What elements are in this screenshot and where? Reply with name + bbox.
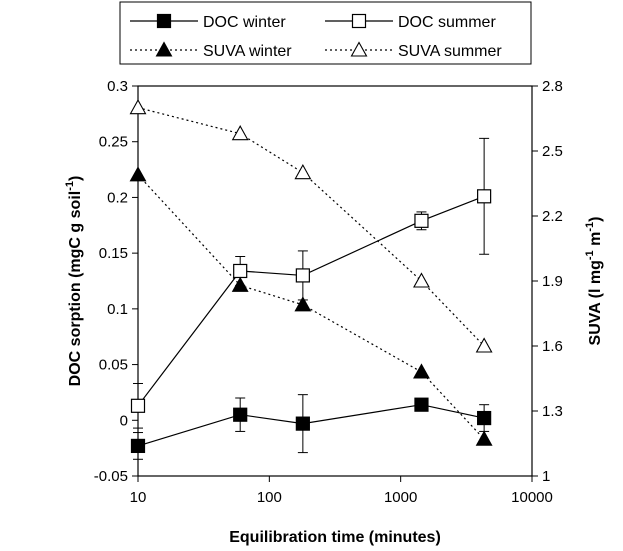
legend-label-suva-winter: SUVA winter <box>203 43 292 60</box>
legend-item-doc-winter: DOC winter <box>130 13 286 31</box>
legend-item-suva-winter: SUVA winter <box>130 41 292 60</box>
right-tick-label: 1.6 <box>542 338 563 355</box>
left-axis-title-end: ) <box>67 176 84 181</box>
series-doc-winter <box>130 394 492 460</box>
left-tick-label: 0.2 <box>107 189 128 206</box>
left-tick-label: 0.1 <box>107 301 128 318</box>
left-axis-title-main: DOC sorption (mgC g soil <box>67 191 84 387</box>
data-point-suva-winter <box>129 166 147 182</box>
data-point-suva-summer <box>294 164 312 180</box>
x-tick-label: 10000 <box>511 489 553 506</box>
data-point-doc-winter <box>477 410 492 426</box>
right-axis-ticks: 1 1.3 1.6 1.9 2.2 2.5 2.8 <box>532 78 563 485</box>
x-tick-label: 100 <box>257 489 282 506</box>
x-axis-ticks: 10 100 1000 10000 <box>130 476 553 506</box>
left-tick-label: 0.3 <box>107 78 128 95</box>
data-point-suva-winter <box>231 276 249 292</box>
left-tick-label: 0.25 <box>99 134 128 151</box>
right-axis-title-end: ) <box>587 217 604 222</box>
right-axis-title-mid: m <box>587 232 604 251</box>
data-point-doc-winter <box>130 438 146 454</box>
right-axis-title: SUVA (l mg-1 m-1) <box>584 217 604 346</box>
data-point-suva-summer <box>475 337 493 353</box>
data-point-suva-summer <box>231 125 249 141</box>
data-point-suva-summer <box>129 99 147 115</box>
data-point-suva-summer <box>413 272 430 288</box>
right-tick-label: 1 <box>542 468 550 485</box>
left-tick-label: 0.15 <box>99 245 128 262</box>
legend-symbol-doc-winter-marker <box>156 13 172 29</box>
x-axis-title: Equilibration time (minutes) <box>229 529 441 546</box>
data-point-doc-winter <box>414 397 429 412</box>
left-tick-label: 0 <box>120 412 128 429</box>
data-point-doc-summer <box>295 268 310 283</box>
left-axis-title-sup: -1 <box>64 181 76 191</box>
data-point-doc-winter <box>233 407 248 422</box>
legend-box <box>119 1 532 65</box>
series-suva-winter <box>129 166 493 446</box>
right-tick-label: 2.2 <box>542 208 563 225</box>
series-suva-summer <box>129 99 493 353</box>
legend-label-doc-summer: DOC summer <box>398 14 496 31</box>
right-axis-title-sup2: -1 <box>584 222 596 232</box>
data-point-suva-winter <box>294 296 312 312</box>
series-line-suva-winter <box>137 174 485 440</box>
data-point-doc-summer <box>414 213 429 228</box>
left-axis-title: DOC sorption (mgC g soil-1) <box>64 176 84 387</box>
data-point-doc-summer <box>477 189 492 204</box>
legend-label-doc-winter: DOC winter <box>203 14 286 31</box>
data-point-doc-winter <box>295 416 310 431</box>
right-axis-title-sup1: -1 <box>584 250 596 260</box>
legend-label-suva-summer: SUVA summer <box>398 43 502 60</box>
right-tick-label: 2.8 <box>542 78 563 95</box>
plot-area <box>137 85 533 477</box>
right-tick-label: 2.5 <box>542 143 563 160</box>
data-point-doc-summer <box>233 263 248 279</box>
legend-symbol-suva-winter-marker <box>155 41 173 57</box>
right-axis-title-main: SUVA (l mg <box>587 260 604 345</box>
series-doc-summer <box>130 137 492 429</box>
series-line-doc-summer <box>137 195 485 407</box>
series-layer <box>129 99 493 460</box>
left-tick-label: -0.05 <box>94 468 128 485</box>
data-point-suva-winter <box>413 363 430 379</box>
left-axis-ticks: -0.05 0 0.05 0.1 0.15 0.2 0.25 0.3 <box>94 78 138 485</box>
data-point-doc-summer <box>130 398 146 413</box>
legend: DOC winter DOC summer SUVA winter SUVA summ… <box>119 1 532 65</box>
legend-item-doc-summer: DOC summer <box>325 13 496 31</box>
right-tick-label: 1.3 <box>542 403 563 420</box>
series-line-suva-summer <box>137 107 485 347</box>
x-tick-label: 1000 <box>384 489 417 506</box>
x-tick-label: 10 <box>130 489 147 506</box>
left-tick-label: 0.05 <box>99 357 128 374</box>
legend-symbol-suva-summer-marker <box>350 41 368 57</box>
series-line-doc-winter <box>137 404 485 447</box>
data-point-suva-winter <box>475 430 493 446</box>
right-tick-label: 1.9 <box>542 273 563 290</box>
legend-symbol-doc-summer-marker <box>351 13 367 29</box>
legend-item-suva-summer: SUVA summer <box>325 41 502 60</box>
